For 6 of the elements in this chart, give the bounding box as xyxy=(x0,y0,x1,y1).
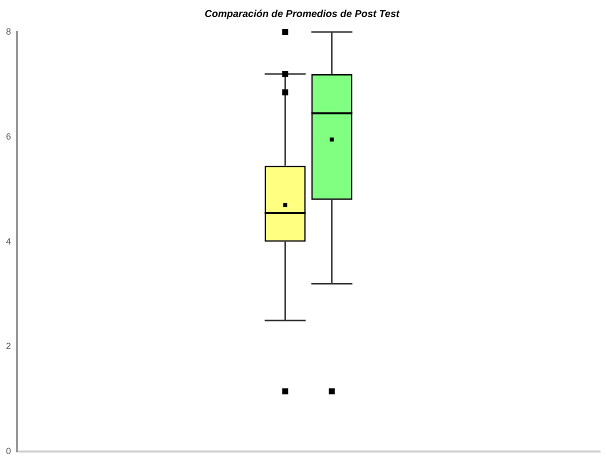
y-tick-label: 8 xyxy=(6,26,12,36)
y-tick-label: 4 xyxy=(6,236,12,246)
chart-title: Comparación de Promedios de Post Test xyxy=(204,8,400,20)
y-tick-label: 2 xyxy=(6,341,12,352)
y-tick-label: 6 xyxy=(6,131,12,142)
y-tick-label: 0 xyxy=(6,446,12,456)
